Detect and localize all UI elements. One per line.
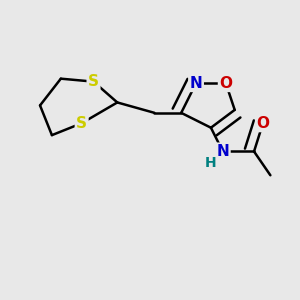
- Text: N: N: [190, 76, 202, 91]
- Text: O: O: [219, 76, 232, 91]
- Text: H: H: [205, 156, 216, 170]
- Text: S: S: [88, 74, 99, 89]
- Text: N: N: [216, 144, 229, 159]
- Text: S: S: [76, 116, 87, 131]
- Text: O: O: [256, 116, 269, 131]
